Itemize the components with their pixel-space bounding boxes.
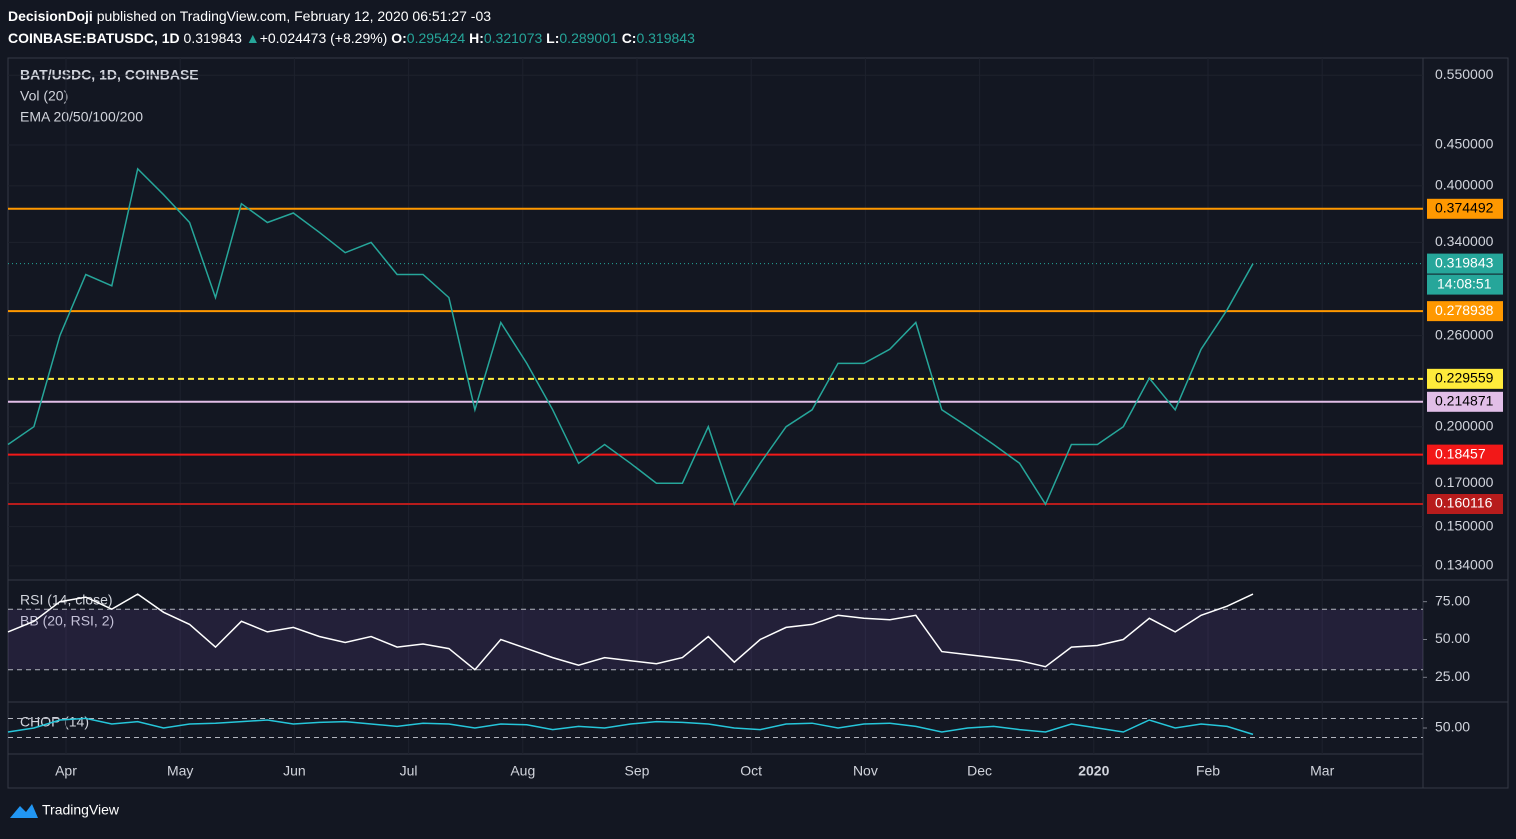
x-tick-label: Jul [400,763,418,779]
y-tick-label: 0.200000 [1435,417,1494,433]
level-label: 0.319843 [1435,254,1494,270]
l: 0.289001 [559,30,618,46]
legend-bb: BB (20, RSI, 2) [20,613,114,629]
rsi-tick-label: 75.00 [1435,592,1470,608]
o: 0.295424 [407,30,466,46]
level-label-bg [1427,391,1503,412]
legend-symbol: BAT/USDC, 1D, COINBASE [20,67,199,83]
countdown: 14:08:51 [1437,275,1492,291]
x-tick-label: Jun [283,763,306,779]
price-line [7,167,1254,507]
y-tick-label: 0.340000 [1435,233,1494,249]
x-tick-label: May [167,763,193,779]
c: 0.319843 [636,30,695,46]
header-line: DecisionDoji published on TradingView.co… [8,8,491,24]
level-label: 0.214871 [1435,393,1494,409]
y-tick-label: 0.170000 [1435,474,1494,490]
x-tick-label: Mar [1310,763,1334,779]
level-label-bg [1427,253,1503,274]
y-tick-label: 0.450000 [1435,136,1494,152]
x-tick-label: 2020 [1078,763,1109,779]
rsi-tick-label: 25.00 [1435,668,1470,684]
o-label: O: [391,30,407,46]
level-label-bg [1427,444,1503,465]
level-label-bg [1427,493,1503,514]
rsi-tick-label: 50.00 [1435,630,1470,646]
symbol: COINBASE:BATUSDC, 1D [8,30,180,46]
arrow: ▲ [246,30,260,46]
legend-vol: Vol (20) [20,88,68,104]
frame [7,57,1509,789]
level-label: 0.278938 [1435,302,1494,318]
x-tick-label: Apr [55,763,77,779]
rsi-line [7,593,1254,671]
level-label: 0.229559 [1435,370,1494,386]
l-label: L: [546,30,559,46]
level-label-bg [1427,368,1503,389]
published: published on TradingView.com, February 1… [97,8,492,24]
brand: TradingView [42,802,120,818]
level-label: 0.160116 [1435,495,1493,511]
last: 0.319843 [184,30,243,46]
y-tick-label: 0.260000 [1435,326,1494,342]
level-label-bg [1427,198,1503,219]
change: +0.024473 (+8.29%) [260,30,388,46]
x-tick-label: Oct [740,763,762,779]
x-tick-label: Nov [853,763,878,779]
chop-line [7,717,1254,736]
logo [10,804,38,818]
author: DecisionDoji [8,8,93,24]
y-tick-label: 0.400000 [1435,177,1494,193]
level-label: 0.18457 [1435,445,1486,461]
h: 0.321073 [484,30,543,46]
level-label-bg [1427,301,1503,322]
x-tick-label: Feb [1196,763,1220,779]
chop-tick-label: 50.00 [1435,719,1470,735]
legend-ema: EMA 20/50/100/200 [20,109,143,125]
level-label: 0.374492 [1435,199,1494,215]
y-tick-label: 0.150000 [1435,517,1494,533]
x-tick-label: Aug [510,763,535,779]
y-tick-label: 0.134000 [1435,557,1494,573]
y-tick-label: 0.550000 [1435,66,1494,82]
countdown-bg [1427,274,1503,295]
c-label: C: [622,30,637,46]
rsi-band-fill [8,609,1423,670]
x-tick-label: Dec [967,763,992,779]
quote-line: COINBASE:BATUSDC, 1D 0.319843 ▲+0.024473… [8,30,695,46]
x-tick-label: Sep [625,763,650,779]
h-label: H: [469,30,484,46]
logo-icon [10,804,38,818]
